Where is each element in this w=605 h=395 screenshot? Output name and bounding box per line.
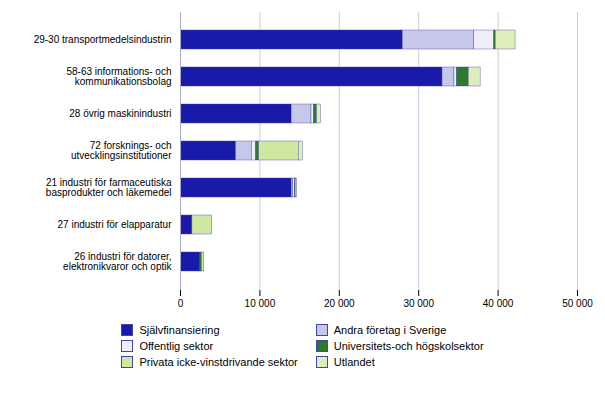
svg-text:20 000: 20 000 xyxy=(324,298,355,309)
svg-text:21 industri för farmaceutiskab: 21 industri för farmaceutiskabasprodukte… xyxy=(46,177,172,198)
html-text:Universitets-och högskolsektor: Universitets-och högskolsektor xyxy=(333,340,484,352)
html-text:Privata icke-vinstdrivande sek: Privata icke-vinstdrivande sektor xyxy=(139,356,298,368)
svg-text:28 övrig maskinindustri: 28 övrig maskinindustri xyxy=(69,108,171,119)
svg-text:10 000: 10 000 xyxy=(245,298,276,309)
html-text:Offentlig sektor: Offentlig sektor xyxy=(139,340,214,352)
svg-text:50 000: 50 000 xyxy=(562,298,593,309)
html-text:Självfinansiering: Självfinansiering xyxy=(139,324,220,336)
svg-text:30 000: 30 000 xyxy=(403,298,434,309)
html-text:Andra företag i Sverige: Andra företag i Sverige xyxy=(333,324,447,336)
svg-text:27 industri för elapparatur: 27 industri för elapparatur xyxy=(58,219,173,230)
svg-text:0: 0 xyxy=(178,298,184,309)
html-text:Utlandet: Utlandet xyxy=(333,356,375,368)
svg-text:72 forsknings- ochutvecklingsi: 72 forsknings- ochutvecklingsinstitution… xyxy=(71,140,172,161)
svg-text:40 000: 40 000 xyxy=(483,298,514,309)
svg-text:29-30 transportmedelsindustrin: 29-30 transportmedelsindustrin xyxy=(34,34,172,45)
svg-text:26 industri för datorer,elektr: 26 industri för datorer,elektronikvaror … xyxy=(63,251,172,272)
svg-text:58-63 informations- ochkommuni: 58-63 informations- ochkommunikationsbol… xyxy=(66,66,171,87)
